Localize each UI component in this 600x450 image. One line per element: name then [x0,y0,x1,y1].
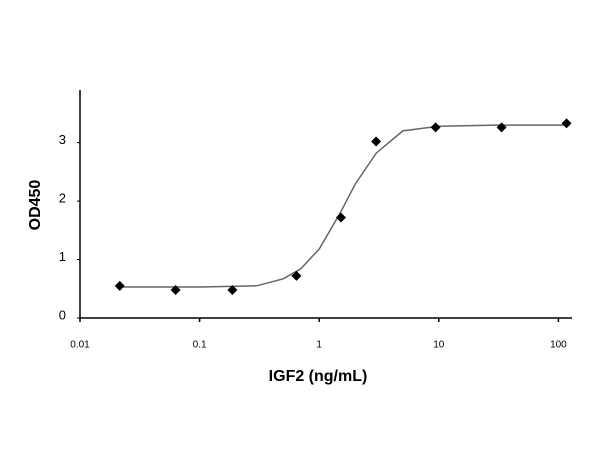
y-tick-label: 2 [59,191,66,206]
data-point [291,270,302,281]
data-point [430,122,441,133]
data-point [371,136,382,147]
fit-curve [119,124,567,288]
x-tick-label: 1 [316,340,322,351]
data-point [335,212,346,223]
y-tick-label: 0 [59,307,66,322]
data-point [227,284,238,295]
x-tick-label: 0.1 [193,340,207,351]
x-tick-label: 0.01 [70,340,90,351]
data-point [561,118,572,129]
x-tick-label: 100 [550,340,567,351]
y-tick-label: 1 [59,249,66,264]
x-axis-title: IGF2 (ng/mL) [269,368,368,385]
x-tick-label: 10 [433,340,445,351]
data-point [170,284,181,295]
y-tick-label: 3 [59,132,66,147]
y-axis-title: OD450 [27,180,44,231]
data-point [496,122,507,133]
data-point [114,280,125,291]
